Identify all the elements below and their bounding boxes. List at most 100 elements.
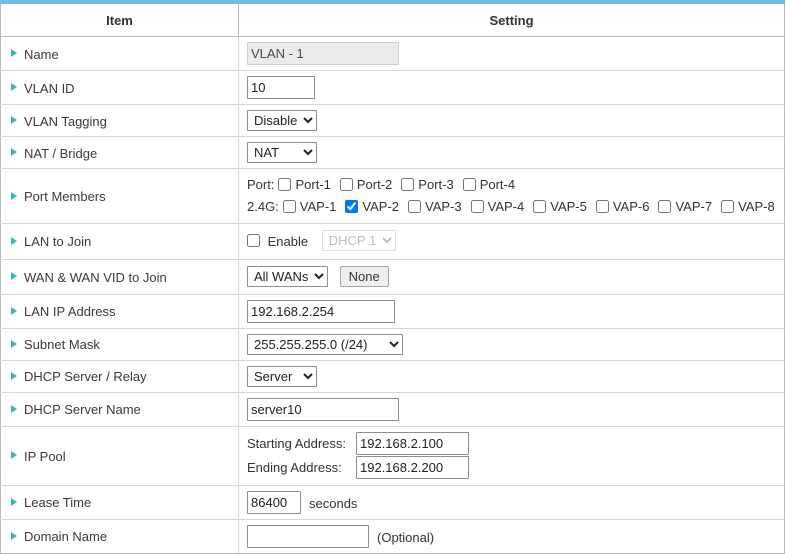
vap-checkbox[interactable] — [533, 200, 547, 214]
wan-vid-none-button[interactable]: None — [339, 265, 389, 287]
port-checkbox-list: Port-1 Port-2 Port-3 Port-4 — [278, 177, 524, 192]
table-row-ip-pool: IP Pool Starting Address: Ending Address… — [0, 426, 785, 486]
table-row-name: Name — [0, 36, 785, 71]
vap-label[interactable]: VAP-8 — [738, 199, 775, 214]
bullet-arrow-icon — [11, 83, 17, 92]
vap-item: VAP-4 — [470, 196, 525, 218]
ip-pool-start-input[interactable] — [356, 431, 469, 455]
port-checkbox[interactable] — [278, 178, 292, 192]
bullet-arrow-icon — [11, 49, 17, 58]
item-label-port-members: Port Members — [24, 189, 106, 205]
port-label[interactable]: Port-3 — [418, 177, 454, 192]
port-item: Port-3 — [401, 174, 454, 196]
bullet-arrow-icon — [11, 148, 17, 157]
setting-cell-name — [238, 36, 785, 71]
domain-name-hint: (Optional) — [377, 529, 435, 545]
lease-time-unit-label: seconds — [309, 495, 358, 511]
item-cell-lan-to-join: LAN to Join — [0, 223, 239, 260]
port-label[interactable]: Port-4 — [479, 177, 516, 192]
dhcp-mode-select[interactable]: ServerRelayDisable — [247, 365, 317, 387]
port-checkbox[interactable] — [462, 178, 476, 192]
setting-cell-subnet-mask: 255.255.255.0 (/24)255.255.254.0 (/23)25… — [238, 328, 785, 361]
vap-item: VAP-1 — [282, 196, 337, 218]
port-item: Port-4 — [462, 174, 516, 196]
item-cell-dhcp-mode: DHCP Server / Relay — [0, 360, 239, 393]
setting-cell-domain-name: (Optional) — [238, 519, 785, 554]
vap-checkbox[interactable] — [721, 200, 735, 214]
port-checkbox[interactable] — [401, 178, 415, 192]
column-header-item: Item — [0, 2, 239, 37]
setting-cell-vlan-id — [238, 70, 785, 105]
vlan-id-input[interactable] — [247, 76, 315, 99]
vap-label[interactable]: VAP-3 — [425, 199, 462, 214]
port-item: Port-2 — [339, 174, 393, 196]
setting-cell-ip-pool: Starting Address: Ending Address: — [238, 426, 785, 486]
bullet-arrow-icon — [11, 236, 17, 245]
vap-checkbox[interactable] — [408, 200, 422, 214]
vap-label[interactable]: VAP-1 — [299, 199, 337, 214]
vap-checkbox[interactable] — [282, 200, 296, 214]
port-group-label: Port: — [247, 177, 275, 192]
setting-cell-nat-bridge: NATBridge — [238, 136, 785, 169]
lan-ip-input[interactable] — [247, 299, 395, 323]
lan-to-join-enable-checkbox[interactable] — [247, 234, 260, 248]
bullet-arrow-icon — [11, 531, 17, 540]
setting-cell-lease-time: seconds — [238, 485, 785, 520]
vap-label[interactable]: VAP-2 — [362, 199, 400, 214]
ip-pool-end-input[interactable] — [356, 455, 469, 479]
item-label-name: Name — [24, 46, 59, 62]
vap-checkbox[interactable] — [470, 200, 484, 214]
table-header-row: Item Setting — [0, 2, 785, 37]
bullet-arrow-icon — [11, 191, 17, 200]
table-row-wan-vid: WAN & WAN VID to Join All WANsWAN-1WAN-2… — [0, 259, 785, 295]
setting-cell-dhcp-server-name — [238, 392, 785, 427]
vap-label[interactable]: VAP-7 — [675, 199, 713, 214]
lan-to-join-enable-label[interactable]: Enable — [267, 233, 309, 249]
lease-time-input[interactable] — [247, 490, 301, 514]
port-checkbox[interactable] — [339, 178, 353, 192]
vap-checkbox[interactable] — [595, 200, 609, 214]
bullet-arrow-icon — [11, 339, 17, 348]
vap-item: VAP-7 — [658, 196, 712, 218]
vap-label[interactable]: VAP-5 — [550, 199, 587, 214]
vap-label[interactable]: VAP-4 — [487, 199, 525, 214]
item-label-lan-ip: LAN IP Address — [24, 304, 116, 320]
port-item: Port-1 — [278, 174, 331, 196]
item-cell-port-members: Port Members — [0, 168, 239, 224]
item-label-vlan-id: VLAN ID — [24, 80, 75, 96]
item-cell-lan-ip: LAN IP Address — [0, 294, 239, 329]
bullet-arrow-icon — [11, 404, 17, 413]
lan-to-join-select: DHCP 1DHCP 2DHCP 3 — [321, 230, 396, 251]
vap-label[interactable]: VAP-6 — [612, 199, 650, 214]
vlan-tagging-select[interactable]: DisableEnable — [247, 110, 317, 131]
setting-cell-vlan-tagging: DisableEnable — [238, 104, 785, 137]
setting-cell-dhcp-mode: ServerRelayDisable — [238, 360, 785, 393]
vap-checkbox[interactable] — [345, 200, 359, 214]
item-label-wan-vid: WAN & WAN VID to Join — [24, 269, 167, 285]
bullet-arrow-icon — [11, 497, 17, 506]
subnet-mask-select[interactable]: 255.255.255.0 (/24)255.255.254.0 (/23)25… — [247, 333, 403, 355]
vap-checkbox-group: 2.4G: VAP-1 VAP-2 VAP-3 VAP-4 VAP-5 VAP-6 VAP-7… — [247, 196, 778, 218]
item-cell-wan-vid: WAN & WAN VID to Join — [0, 259, 239, 295]
domain-name-input[interactable] — [247, 524, 369, 548]
vap-checkbox[interactable] — [658, 200, 672, 214]
table-row-port-members: Port Members Port: Port-1 Port-2 Port-3 Port… — [0, 168, 785, 224]
bullet-arrow-icon — [11, 116, 17, 125]
item-label-subnet-mask: Subnet Mask — [24, 337, 100, 353]
ip-pool-start-label: Starting Address: — [247, 435, 346, 451]
setting-cell-lan-to-join: Enable DHCP 1DHCP 2DHCP 3 — [238, 223, 785, 260]
nat-bridge-select[interactable]: NATBridge — [247, 142, 317, 163]
port-label[interactable]: Port-1 — [295, 177, 331, 192]
bullet-arrow-icon — [11, 451, 17, 460]
dhcp-server-name-input[interactable] — [247, 397, 399, 421]
table-row-vlan-tagging: VLAN Tagging DisableEnable — [0, 104, 785, 137]
port-label[interactable]: Port-2 — [356, 177, 393, 192]
item-cell-dhcp-server-name: DHCP Server Name — [0, 392, 239, 427]
item-cell-lease-time: Lease Time — [0, 485, 239, 520]
item-cell-ip-pool: IP Pool — [0, 426, 239, 486]
bullet-arrow-icon — [11, 272, 17, 281]
vap-item: VAP-6 — [595, 196, 650, 218]
item-label-dhcp-mode: DHCP Server / Relay — [24, 369, 147, 385]
